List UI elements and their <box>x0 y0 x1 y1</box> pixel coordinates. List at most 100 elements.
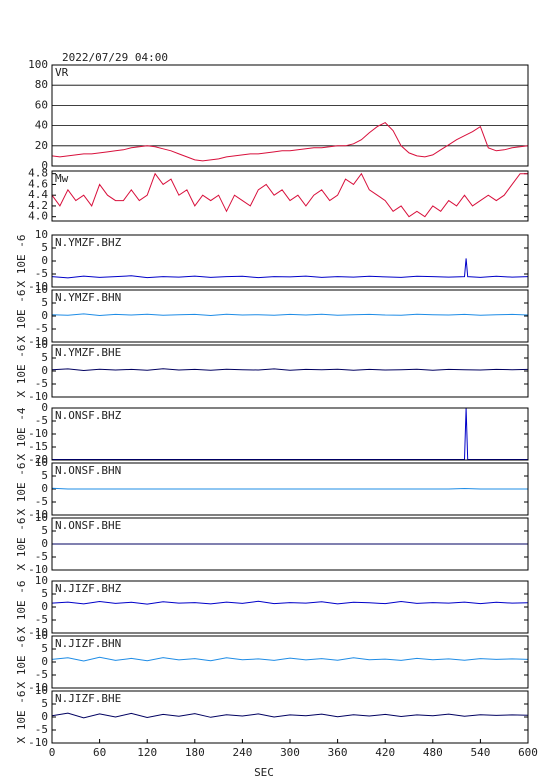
y-tick-label: 10 <box>35 283 48 296</box>
y-tick-label: 0 <box>41 254 48 267</box>
y-tick-label: 20 <box>35 139 48 152</box>
y-tick-label: 60 <box>35 98 48 111</box>
series-line <box>51 712 529 719</box>
y-tick-label: 40 <box>35 119 48 132</box>
y-tick-label: -15 <box>28 440 48 453</box>
panel-frame <box>51 289 529 343</box>
y-tick-label: 10 <box>35 511 48 524</box>
y-tick-label: 5 <box>41 296 48 309</box>
y-tick-label: -5 <box>35 668 48 681</box>
y-tick-label: 0 <box>41 159 48 172</box>
x-tick-label: 0 <box>49 746 56 759</box>
y-tick-label: 0 <box>41 364 48 377</box>
y-tick-label: 0 <box>41 655 48 668</box>
y-tick-label: 5 <box>41 642 48 655</box>
y-axis-label: X 10E -6 <box>15 290 28 343</box>
y-axis-label: X 10E -6 <box>15 636 28 689</box>
series-line <box>51 487 528 490</box>
y-tick-label: 4.4 <box>28 188 48 201</box>
legend-label: N.JIZF.BHE <box>55 692 121 705</box>
y-tick-label: -10 <box>28 280 48 293</box>
x-tick-label: 60 <box>93 746 106 759</box>
y-tick-label: 0 <box>41 600 48 613</box>
y-tick-label: -10 <box>28 681 48 694</box>
y-tick-label: -10 <box>28 335 48 348</box>
y-tick-label: 4.6 <box>28 177 48 190</box>
y-tick-label: 0 <box>41 309 48 322</box>
x-tick-label: 420 <box>375 746 395 759</box>
legend-label: N.ONSF.BHE <box>55 519 121 532</box>
y-tick-label: 5 <box>41 241 48 254</box>
y-tick-label: 10 <box>35 629 48 642</box>
series-line <box>51 313 529 317</box>
y-tick-label: 5 <box>41 697 48 710</box>
y-tick-label: -5 <box>35 723 48 736</box>
y-axis-label: X 10E -6 <box>15 691 28 744</box>
legend-label: N.YMZF.BHN <box>55 291 121 304</box>
panel-frame <box>51 517 529 571</box>
y-tick-label: -5 <box>35 414 48 427</box>
series-line <box>51 172 528 218</box>
x-axis-label: SEC <box>254 766 274 779</box>
y-tick-label: 4.8 <box>28 167 48 180</box>
panel-frame <box>51 407 529 461</box>
y-tick-label: 0 <box>41 401 48 414</box>
y-tick-label: 5 <box>41 587 48 600</box>
y-axis-label: X 10E -4 <box>15 407 28 460</box>
series-line <box>52 407 528 460</box>
y-tick-label: 80 <box>35 78 48 91</box>
y-tick-label: 5 <box>41 469 48 482</box>
panel-frame <box>51 170 529 222</box>
y-axis-label: X 10E -6 <box>15 463 28 516</box>
x-tick-label: 600 <box>518 746 538 759</box>
series-line <box>51 368 529 372</box>
y-tick-label: -10 <box>28 508 48 521</box>
y-tick-label: 10 <box>35 684 48 697</box>
y-axis-label: X 10E -6 <box>15 235 28 288</box>
y-tick-label: -10 <box>28 390 48 403</box>
legend-label: N.ONSF.BHZ <box>55 409 122 422</box>
y-axis-label: X 10E -6 <box>15 581 28 634</box>
panel-frame <box>51 690 529 744</box>
y-tick-label: 10 <box>35 338 48 351</box>
legend-label: N.JIZF.BHN <box>55 637 121 650</box>
y-tick-label: 10 <box>35 456 48 469</box>
panel-frame <box>51 344 529 398</box>
y-tick-label: -10 <box>28 427 48 440</box>
y-tick-label: -10 <box>28 736 48 749</box>
y-tick-label: 0 <box>41 482 48 495</box>
panel-frame <box>51 64 529 167</box>
series-line <box>51 600 529 605</box>
y-tick-label: -5 <box>35 322 48 335</box>
series-line <box>51 656 529 662</box>
x-tick-label: 540 <box>470 746 490 759</box>
legend-label: N.ONSF.BHN <box>55 464 121 477</box>
y-tick-label: -20 <box>28 453 48 466</box>
y-tick-label: 10 <box>35 574 48 587</box>
x-tick-label: 240 <box>232 746 252 759</box>
chart-title: 2022/07/29 04:00 <box>62 51 168 64</box>
series-line <box>51 258 529 279</box>
series-line <box>51 121 529 162</box>
y-axis-label: X 10E -6 <box>15 345 28 398</box>
y-tick-label: 10 <box>35 228 48 241</box>
y-tick-label: 5 <box>41 524 48 537</box>
y-tick-label: 5 <box>41 351 48 364</box>
legend-label: N.JIZF.BHZ <box>55 582 122 595</box>
panel-frame <box>51 234 529 288</box>
x-tick-label: 480 <box>423 746 443 759</box>
y-tick-label: 4.2 <box>28 199 48 212</box>
y-axis-label: X 10E -6 <box>15 518 28 571</box>
x-tick-label: 180 <box>185 746 205 759</box>
y-tick-label: -5 <box>35 495 48 508</box>
panel-frame <box>51 462 529 516</box>
legend-label: Mw <box>55 172 69 185</box>
y-tick-label: -5 <box>35 550 48 563</box>
legend-label: VR <box>55 66 69 79</box>
legend-label: N.YMZF.BHZ <box>55 236 122 249</box>
x-tick-label: 360 <box>328 746 348 759</box>
x-tick-label: 300 <box>280 746 300 759</box>
panel-frame <box>51 635 529 689</box>
x-tick-label: 120 <box>137 746 157 759</box>
